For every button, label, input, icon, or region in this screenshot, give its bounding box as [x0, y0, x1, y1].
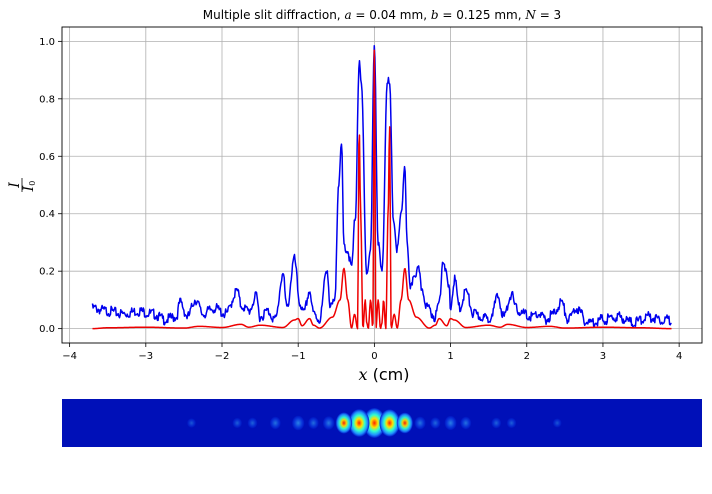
x-tick-label: 3	[600, 351, 606, 362]
diffraction-spot	[444, 415, 457, 431]
line-plot: −4 −3 −2 −1 0 1 2 3 4 0.0 0.2 0.4 0.6 0.8 1.0 Multiple …	[7, 8, 703, 384]
title-param-symbol: N	[524, 8, 536, 22]
y-tick-label: 1.0	[39, 37, 55, 48]
chart-title: Multiple slit diffraction, a = 0.04 mm, …	[203, 8, 561, 22]
title-prefix: Multiple slit diffraction,	[203, 8, 345, 22]
diffraction-spot	[379, 409, 400, 437]
diffraction-spot	[552, 418, 562, 428]
x-tick-label: 1	[447, 351, 453, 362]
diffraction-spot	[187, 418, 196, 428]
y-tick-label: 0.0	[39, 324, 55, 335]
diffraction-spot	[460, 416, 472, 430]
diffraction-spot	[247, 417, 258, 429]
diffraction-spot	[396, 412, 413, 434]
series-line-measured	[91, 45, 672, 328]
diffraction-spot	[232, 417, 242, 429]
series-line-theory	[92, 49, 672, 330]
x-tick-label: −3	[138, 351, 153, 362]
title-param-symbol: a	[344, 8, 351, 22]
y-tick-label: 0.2	[39, 267, 55, 278]
diffraction-spot	[363, 408, 386, 438]
x-tick-label: 0	[371, 351, 377, 362]
x-tick-label: −2	[215, 351, 230, 362]
plot-frame	[61, 26, 703, 344]
y-tick-label: 0.4	[39, 209, 55, 220]
diffraction-spot	[322, 416, 335, 430]
x-axis-label: x (cm)	[359, 365, 410, 384]
y-axis-label: II0	[7, 178, 37, 192]
x-axis-unit: (cm)	[368, 365, 410, 384]
diffraction-spot	[506, 417, 517, 429]
diffraction-spot	[348, 409, 370, 437]
diffraction-spot	[308, 417, 319, 429]
title-param-symbol: b	[431, 8, 439, 22]
x-tick-label: −1	[291, 351, 306, 362]
y-axis-label-denominator: I0	[21, 181, 37, 193]
y-axis-label-numerator: I	[7, 182, 23, 189]
y-tick-label: 0.8	[39, 94, 55, 105]
title-param-value: = 3	[536, 8, 561, 22]
diffraction-spot	[269, 416, 281, 430]
diffraction-spot	[292, 415, 305, 431]
diffraction-spot	[491, 417, 502, 429]
x-tick-label: 4	[676, 351, 682, 362]
y-axis-subscript: 0	[28, 181, 37, 186]
title-param-value: = 0.125 mm,	[439, 8, 526, 22]
y-tick-label: 0.6	[39, 152, 55, 163]
diffraction-image-strip	[62, 399, 702, 447]
x-axis-symbol: x	[359, 365, 368, 384]
title-param-value: = 0.04 mm,	[352, 8, 431, 22]
diffraction-spot	[414, 416, 426, 430]
x-tick-label: −4	[62, 351, 77, 362]
x-tick-label: 2	[524, 351, 530, 362]
diffraction-spot	[430, 417, 441, 429]
diffraction-spot	[335, 412, 353, 434]
